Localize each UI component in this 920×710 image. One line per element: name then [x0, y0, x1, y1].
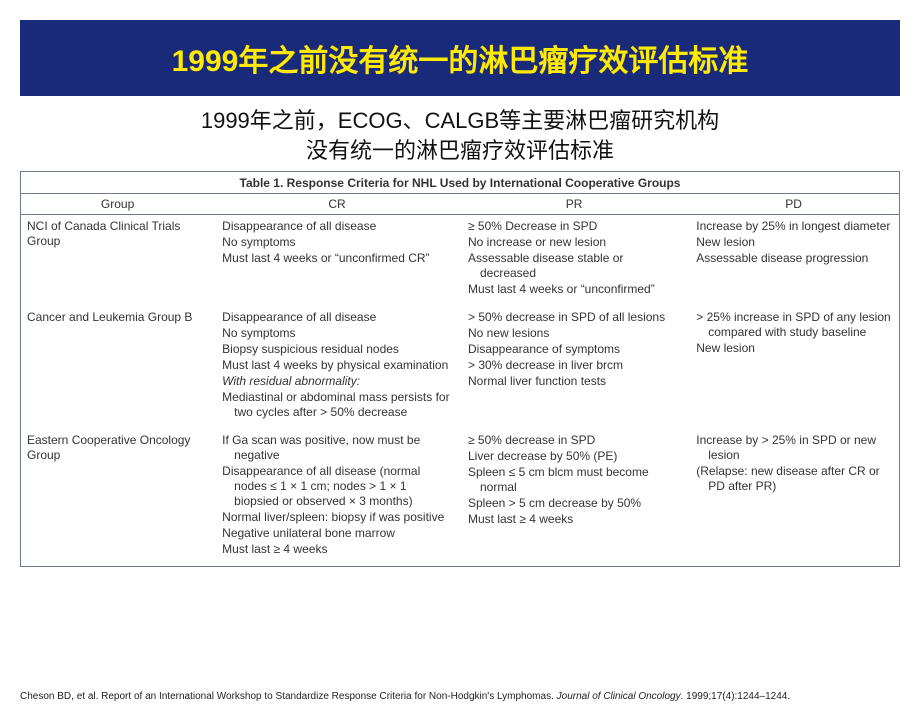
criteria-line: Assessable disease progression [696, 251, 891, 266]
criteria-line: Disappearance of all disease [222, 310, 452, 325]
pr-cell: > 50% decrease in SPD of all lesionsNo n… [460, 306, 688, 429]
criteria-line: Must last 4 weeks by physical examinatio… [222, 358, 452, 373]
criteria-line: Disappearance of symptoms [468, 342, 680, 357]
criteria-line: Must last 4 weeks or “unconfirmed” [468, 282, 680, 297]
pd-cell: > 25% increase in SPD of any lesion comp… [688, 306, 899, 429]
criteria-line: New lesion [696, 341, 891, 356]
slide-title: 1999年之前没有统一的淋巴瘤疗效评估标准 [172, 45, 749, 78]
group-cell: Cancer and Leukemia Group B [21, 306, 214, 429]
criteria-line: Spleen > 5 cm decrease by 50% [468, 496, 680, 511]
criteria-line: Must last 4 weeks or “unconfirmed CR” [222, 251, 452, 266]
citation: Cheson BD, et al. Report of an Internati… [20, 691, 900, 702]
citation-prefix: Cheson BD, et al. Report of an Internati… [20, 691, 557, 702]
slide-subtitle: 1999年之前，ECOG、CALGB等主要淋巴瘤研究机构 没有统一的淋巴瘤疗效评… [40, 106, 880, 165]
criteria-table-container: Table 1. Response Criteria for NHL Used … [20, 171, 900, 567]
criteria-line: Disappearance of all disease (normal nod… [222, 464, 452, 509]
criteria-line: > 25% increase in SPD of any lesion comp… [696, 310, 891, 340]
criteria-line: No new lesions [468, 326, 680, 341]
cr-cell: If Ga scan was positive, now must be neg… [214, 429, 460, 566]
criteria-line: ≥ 50% decrease in SPD [468, 433, 680, 448]
table-body: NCI of Canada Clinical Trials GroupDisap… [21, 215, 899, 567]
criteria-line: (Relapse: new disease after CR or PD aft… [696, 464, 891, 494]
table-column-header: PD [688, 194, 899, 215]
table-caption: Table 1. Response Criteria for NHL Used … [21, 172, 899, 194]
criteria-line: Negative unilateral bone marrow [222, 526, 452, 541]
criteria-line: Assessable disease stable or decreased [468, 251, 680, 281]
criteria-line: Increase by 25% in longest diameter [696, 219, 891, 234]
citation-journal: Journal of Clinical Oncology [557, 691, 681, 702]
criteria-table: GroupCRPRPD NCI of Canada Clinical Trial… [21, 194, 899, 566]
criteria-line: ≥ 50% Decrease in SPD [468, 219, 680, 234]
table-column-header: Group [21, 194, 214, 215]
cr-cell: Disappearance of all diseaseNo symptomsM… [214, 215, 460, 307]
slide-title-banner: 1999年之前没有统一的淋巴瘤疗效评估标准 [20, 20, 900, 96]
criteria-line: If Ga scan was positive, now must be neg… [222, 433, 452, 463]
pr-cell: ≥ 50% decrease in SPDLiver decrease by 5… [460, 429, 688, 566]
criteria-line: No symptoms [222, 326, 452, 341]
criteria-line: Spleen ≤ 5 cm blcm must become normal [468, 465, 680, 495]
criteria-line: Must last ≥ 4 weeks [468, 512, 680, 527]
group-cell: Eastern Cooperative Oncology Group [21, 429, 214, 566]
table-row: Cancer and Leukemia Group BDisappearance… [21, 306, 899, 429]
criteria-line: New lesion [696, 235, 891, 250]
cr-cell: Disappearance of all diseaseNo symptomsB… [214, 306, 460, 429]
criteria-line: Must last ≥ 4 weeks [222, 542, 452, 557]
criteria-line: Biopsy suspicious residual nodes [222, 342, 452, 357]
table-header-row: GroupCRPRPD [21, 194, 899, 215]
criteria-line: No increase or new lesion [468, 235, 680, 250]
criteria-line: Normal liver function tests [468, 374, 680, 389]
table-row: NCI of Canada Clinical Trials GroupDisap… [21, 215, 899, 307]
subtitle-line-2: 没有统一的淋巴瘤疗效评估标准 [40, 136, 880, 166]
table-column-header: PR [460, 194, 688, 215]
pd-cell: Increase by > 25% in SPD or new lesion(R… [688, 429, 899, 566]
criteria-line: > 50% decrease in SPD of all lesions [468, 310, 680, 325]
criteria-line: Increase by > 25% in SPD or new lesion [696, 433, 891, 463]
criteria-line: With residual abnormality: [222, 374, 452, 389]
table-row: Eastern Cooperative Oncology Group If Ga … [21, 429, 899, 566]
pd-cell: Increase by 25% in longest diameterNew l… [688, 215, 899, 307]
table-column-header: CR [214, 194, 460, 215]
group-cell: NCI of Canada Clinical Trials Group [21, 215, 214, 307]
criteria-line: Mediastinal or abdominal mass persists f… [222, 390, 452, 420]
criteria-line: Liver decrease by 50% (PE) [468, 449, 680, 464]
pr-cell: ≥ 50% Decrease in SPDNo increase or new … [460, 215, 688, 307]
criteria-line: No symptoms [222, 235, 452, 250]
subtitle-line-1: 1999年之前，ECOG、CALGB等主要淋巴瘤研究机构 [40, 106, 880, 136]
citation-suffix: . 1999;17(4):1244–1244. [681, 691, 791, 702]
criteria-line: > 30% decrease in liver brcm [468, 358, 680, 373]
criteria-line: Normal liver/spleen: biopsy if was posit… [222, 510, 452, 525]
criteria-line: Disappearance of all disease [222, 219, 452, 234]
